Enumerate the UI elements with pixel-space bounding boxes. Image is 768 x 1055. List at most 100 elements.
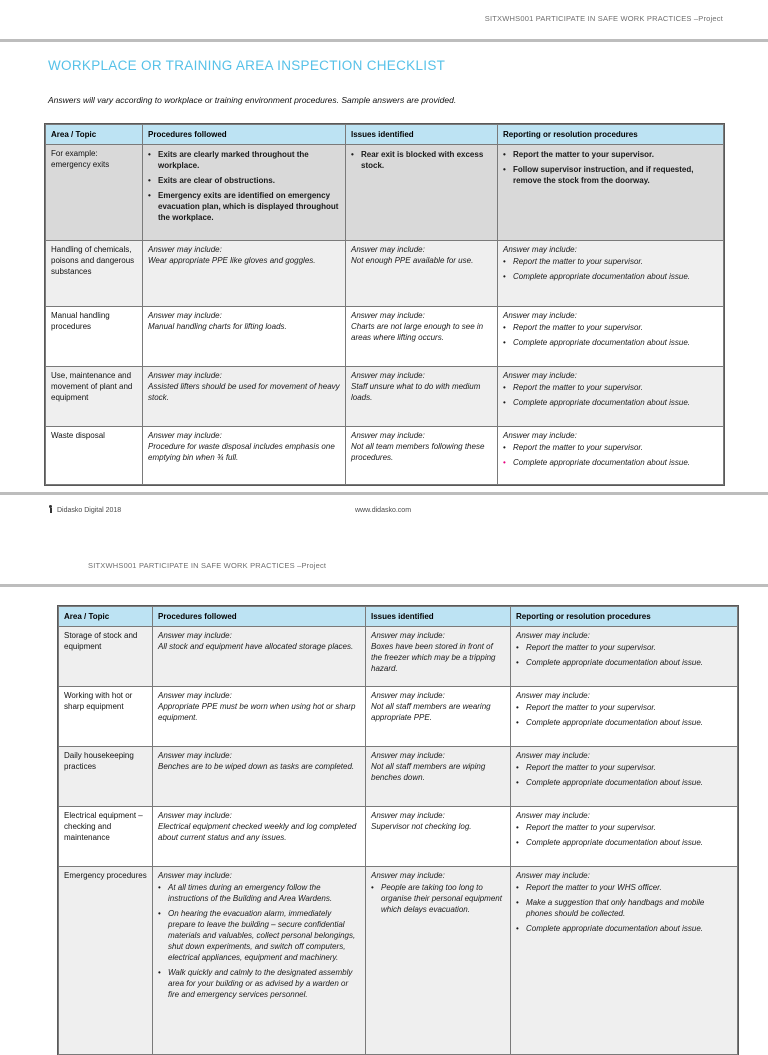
answer-lead: Answer may include: [503, 311, 577, 321]
procedures-cell: Answer may include: Manual handling chart… [142, 306, 346, 368]
bullet-item: • Report the matter to your supervisor. [503, 149, 718, 160]
answer-text: Benches are to be wiped down as tasks ar… [158, 762, 355, 772]
bullet-item: • Make a suggestion that only handbags an… [516, 897, 732, 919]
bullet-list: • At all times during an emergency follow… [158, 882, 360, 1000]
answer-text: Charts are not large enough to see in ar… [351, 322, 484, 343]
answer-lead: Answer may include: [516, 631, 590, 641]
bullet-text: Report the matter to your supervisor. [513, 383, 643, 393]
procedures-cell: Answer may include: Procedure for waste d… [142, 426, 346, 486]
procedures-cell: Answer may include: • At all times during … [152, 866, 366, 1055]
procedures-cell: • Exits are clearly marked throughout the… [142, 144, 346, 242]
column-header: Issues identified [345, 123, 498, 146]
bullet-list: • Report the matter to your supervisor. • C… [503, 322, 718, 348]
reporting-cell: Answer may include: • Report the matter to… [510, 806, 738, 868]
answer-lead: Answer may include: [516, 871, 590, 881]
reporting-cell: Answer may include: • Report the matter to… [497, 366, 724, 428]
topic-cell: Handling of chemicals, poisons and dange… [45, 240, 143, 308]
inspection-checklist-table-1: Area / Topic Procedures followed Issues id… [44, 122, 725, 487]
bullet-text: Exits are clear of obstructions. [158, 176, 275, 186]
answer-text: Not enough PPE available for use. [351, 256, 474, 266]
answer-text: Assisted lifters should be used for move… [148, 382, 340, 403]
issues-cell: • Rear exit is blocked with excess stock. [345, 144, 498, 242]
page1-header: SITXWHS001 PARTICIPATE IN SAFE WORK PRAC… [484, 14, 723, 23]
answer-lead: Answer may include: [516, 751, 590, 761]
bullet-item: • Complete appropriate documentation abou… [503, 337, 718, 348]
reporting-cell: Answer may include: • Report the matter to… [510, 746, 738, 808]
table-row: Working with hot or sharp equipment Answe… [58, 686, 738, 748]
bullet-item: • Report the matter to your supervisor. [503, 256, 718, 267]
bullet-text: Report the matter to your supervisor. [513, 443, 643, 453]
bullet-icon: • [516, 643, 519, 653]
column-header: Area / Topic [58, 605, 153, 628]
answer-lead: Answer may include: [158, 691, 232, 701]
bullet-list: • Report the matter to your supervisor. • C… [503, 256, 718, 282]
answer-text: Procedure for waste disposal includes em… [148, 442, 335, 463]
bullet-icon: • [371, 883, 374, 893]
table-row: Manual handling procedures Answer may inc… [45, 306, 724, 368]
bullet-item: • Exits are clearly marked throughout the… [148, 149, 340, 171]
bullet-text: Complete appropriate documentation about… [526, 838, 703, 848]
bullet-item: • At all times during an emergency follow… [158, 882, 360, 904]
topic-cell: Working with hot or sharp equipment [58, 686, 153, 748]
bullet-list: • Report the matter to your supervisor. • C… [516, 702, 732, 728]
bullet-icon: • [516, 823, 519, 833]
answer-lead: Answer may include: [503, 371, 577, 381]
answer-text: Staff unsure what to do with medium load… [351, 382, 481, 403]
bullet-icon: • [158, 968, 161, 978]
column-header: Area / Topic [45, 123, 143, 146]
bullet-text: On hearing the evacuation alarm, immedia… [168, 909, 356, 963]
answer-lead: Answer may include: [351, 431, 425, 441]
bullet-icon: • [503, 165, 506, 175]
issues-cell: Answer may include: Boxes have been store… [365, 626, 511, 688]
table-header-row: Area / Topic Procedures followed Issues id… [45, 123, 724, 146]
table-row: Handling of chemicals, poisons and dange… [45, 240, 724, 308]
table-row: Use, maintenance and movement of plant a… [45, 366, 724, 428]
bullet-item: • Complete appropriate documentation abou… [516, 923, 732, 934]
bullet-text: People are taking too long to organise t… [381, 883, 502, 915]
bullet-item: • Emergency exits are identified on emerg… [148, 190, 340, 223]
bullet-list: • Report the matter to your supervisor. • F… [503, 149, 718, 186]
bullet-text: Complete appropriate documentation about… [513, 272, 690, 282]
bullet-text: Report the matter to your supervisor. [526, 763, 656, 773]
intro-note: Answers will vary according to workplace… [48, 95, 457, 105]
reporting-cell: Answer may include: • Report the matter to… [497, 426, 724, 486]
answer-lead: Answer may include: [371, 691, 445, 701]
bullet-icon: • [351, 150, 354, 160]
bullet-text: Report the matter to your supervisor. [526, 823, 656, 833]
page1-header-rule [0, 39, 768, 42]
column-header: Reporting or resolution procedures [510, 605, 738, 628]
reporting-cell: Answer may include: • Report the matter to… [497, 306, 724, 368]
answer-lead: Answer may include: [516, 811, 590, 821]
bullet-item: • Rear exit is blocked with excess stock. [351, 149, 492, 171]
topic-cell: Manual handling procedures [45, 306, 143, 368]
answer-lead: Answer may include: [371, 751, 445, 761]
bullet-item: • Exits are clear of obstructions. [148, 175, 340, 186]
issues-cell: Answer may include: Not all team members … [345, 426, 498, 486]
procedures-cell: Answer may include: Assisted lifters shou… [142, 366, 346, 428]
table-row: Emergency procedures Answer may include: •… [58, 866, 738, 1055]
bullet-icon: • [503, 398, 506, 408]
bullet-text: Report the matter to your supervisor. [513, 150, 654, 160]
answer-lead: Answer may include: [158, 751, 232, 761]
page2-header: SITXWHS001 PARTICIPATE IN SAFE WORK PRAC… [88, 561, 327, 570]
answer-lead: Answer may include: [351, 245, 425, 255]
issues-cell: Answer may include: Staff unsure what to … [345, 366, 498, 428]
reporting-cell: Answer may include: • Report the matter to… [497, 240, 724, 308]
issues-cell: Answer may include: Not all staff members… [365, 686, 511, 748]
bullet-item: • Complete appropriate documentation abou… [516, 777, 732, 788]
bullet-item: • Report the matter to your supervisor. [503, 322, 718, 333]
column-header: Issues identified [365, 605, 511, 628]
bullet-list: • Report the matter to your supervisor. • C… [503, 382, 718, 408]
bullet-text: Complete appropriate documentation about… [513, 338, 690, 348]
page2-header-rule [0, 584, 768, 587]
answer-lead: Answer may include: [158, 631, 232, 641]
bullet-text: Exits are clearly marked throughout the … [158, 150, 309, 171]
answer-lead: Answer may include: [503, 245, 577, 255]
answer-text: Appropriate PPE must be worn when using … [158, 702, 356, 723]
issues-cell: Answer may include: • People are taking to… [365, 866, 511, 1055]
reporting-cell: Answer may include: • Report the matter to… [510, 626, 738, 688]
column-header: Reporting or resolution procedures [497, 123, 724, 146]
bullet-text: Complete appropriate documentation about… [526, 658, 703, 668]
bullet-text: Follow supervisor instruction, and if re… [513, 165, 694, 186]
procedures-cell: Answer may include: Benches are to be wip… [152, 746, 366, 808]
